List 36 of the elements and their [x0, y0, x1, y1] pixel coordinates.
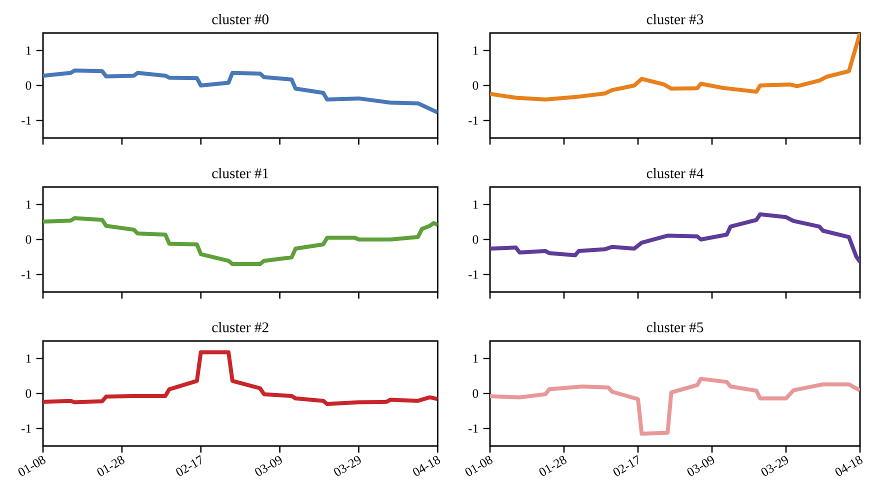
y-tick-label: 1: [473, 354, 478, 363]
x-tick-label: 04-18: [413, 456, 440, 476]
chart-title: cluster #4: [646, 168, 704, 178]
y-tick-label: 1: [26, 46, 31, 55]
x-tick-label: 01-28: [97, 456, 124, 476]
x-tick-label: 03-09: [255, 456, 282, 476]
x-tick-label: 01-08: [18, 456, 46, 476]
chart-title: cluster #1: [212, 168, 268, 178]
y-tick-label: -1: [468, 424, 478, 433]
x-tick-label: 02-17: [613, 455, 638, 476]
chart-title: cluster #2: [212, 322, 268, 332]
y-tick-label: -1: [468, 116, 478, 125]
y-tick-label: 0: [472, 235, 478, 244]
x-tick-label: 03-29: [334, 456, 361, 476]
y-tick-label: 0: [26, 389, 32, 398]
chart-title: cluster #0: [212, 14, 268, 24]
y-tick-label: 1: [26, 354, 31, 363]
y-tick-label: 0: [472, 81, 478, 90]
y-tick-label: 1: [473, 200, 478, 209]
chart-title: cluster #5: [646, 322, 704, 332]
y-tick-label: -1: [22, 270, 31, 279]
x-tick-label: 04-18: [835, 456, 862, 476]
y-tick-label: 0: [26, 235, 32, 244]
y-tick-label: 1: [26, 200, 31, 209]
x-tick-label: 02-17: [176, 455, 201, 476]
y-tick-label: -1: [468, 270, 478, 279]
y-tick-label: 1: [473, 46, 478, 55]
x-tick-label: 01-28: [539, 456, 566, 476]
y-tick-label: 0: [26, 81, 32, 90]
x-tick-label: 03-09: [687, 456, 714, 476]
x-tick-label: 03-29: [761, 456, 788, 476]
y-tick-label: 0: [472, 389, 478, 398]
x-tick-label: 01-08: [465, 456, 492, 476]
y-tick-label: -1: [22, 424, 31, 433]
y-tick-label: -1: [22, 116, 31, 125]
chart-title: cluster #3: [646, 14, 704, 24]
